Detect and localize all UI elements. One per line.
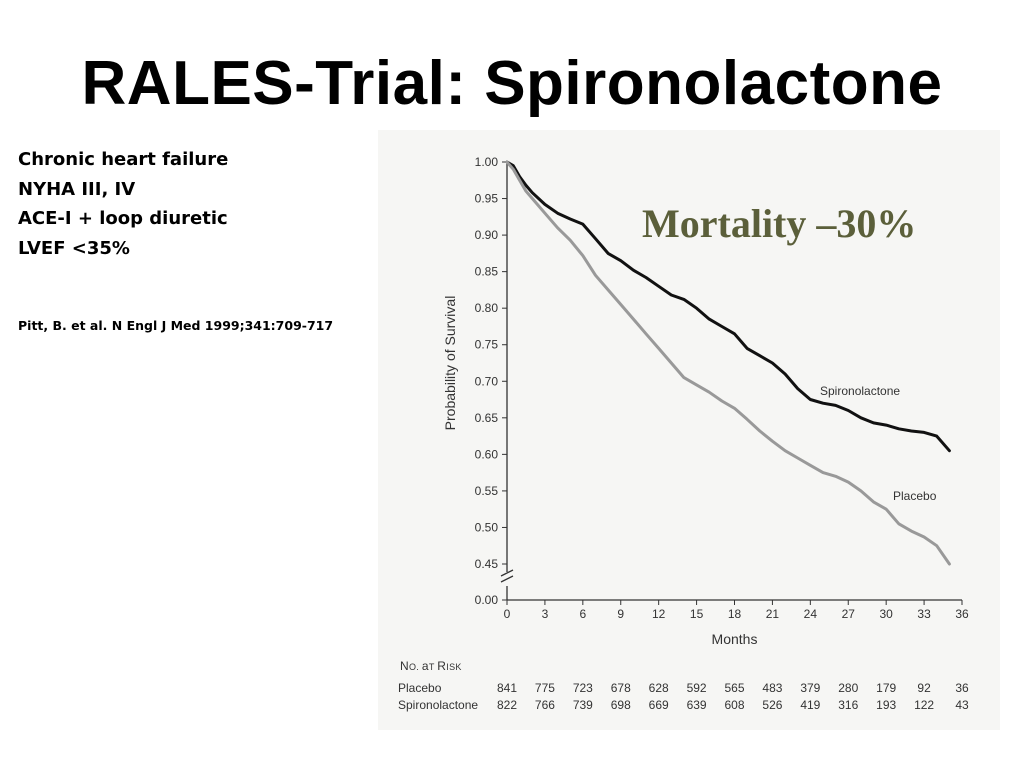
x-tick-label: 3 — [542, 607, 549, 621]
y-tick-label: 0.80 — [475, 301, 499, 315]
x-tick-label: 15 — [690, 607, 704, 621]
y-axis-label: Probability of Survival — [442, 296, 458, 431]
at-risk-value: 639 — [687, 698, 707, 712]
series-label-spironolactone: Spironolactone — [820, 384, 900, 398]
y-tick-label: 0.95 — [475, 192, 499, 206]
x-tick-label: 27 — [842, 607, 856, 621]
series-label-placebo: Placebo — [893, 489, 937, 503]
at-risk-value: 43 — [955, 698, 969, 712]
survival-chart: 1.00 0.95 0.90 0.85 0.80 0.75 0.70 0.65 0.60 0.55… — [398, 155, 969, 712]
at-risk-value: 841 — [497, 681, 517, 695]
x-tick-label: 24 — [804, 607, 818, 621]
x-tick-label: 6 — [579, 607, 586, 621]
y-tick-label: 0.65 — [475, 411, 499, 425]
at-risk-row-label: Placebo — [398, 681, 442, 695]
x-tick-label: 9 — [617, 607, 624, 621]
axis-break-mark — [500, 569, 514, 577]
x-tick-label: 33 — [917, 607, 931, 621]
at-risk-value: 280 — [838, 681, 858, 695]
at-risk-value: 592 — [687, 681, 707, 695]
x-axis-label: Months — [712, 631, 758, 647]
series-line-spironolactone — [505, 160, 951, 453]
criteria-item: NYHA III, IV — [18, 178, 136, 200]
y-tick-label: 0.00 — [475, 593, 499, 607]
at-risk-value: 316 — [838, 698, 858, 712]
y-tick-label: 0.50 — [475, 520, 499, 534]
at-risk-value: 565 — [724, 681, 744, 695]
at-risk-value: 92 — [917, 681, 931, 695]
y-tick-label: 0.60 — [475, 447, 499, 461]
at-risk-value: 379 — [800, 681, 820, 695]
at-risk-value: 419 — [800, 698, 820, 712]
y-tick-label: 0.85 — [475, 265, 499, 279]
y-tick-label: 0.45 — [475, 557, 499, 571]
at-risk-header: NO. aT RISK — [400, 659, 462, 673]
inclusion-criteria-list: Chronic heart failure NYHA III, IV ACE-I… — [18, 145, 228, 263]
y-tick-label: 0.55 — [475, 484, 499, 498]
at-risk-value: 678 — [611, 681, 631, 695]
y-tick-label: 0.70 — [475, 374, 499, 388]
criteria-item: ACE-I + loop diuretic — [18, 208, 228, 229]
x-tick-label: 18 — [728, 607, 742, 621]
x-tick-label: 21 — [766, 607, 780, 621]
at-risk-row-label: Spironolactone — [398, 698, 478, 712]
x-tick-label: 0 — [504, 607, 511, 621]
mortality-annotation: Mortality –30% — [642, 201, 916, 246]
at-risk-value: 483 — [762, 681, 782, 695]
at-risk-value: 698 — [611, 698, 631, 712]
at-risk-value: 193 — [876, 698, 896, 712]
citation: Pitt, B. et al. N Engl J Med 1999;341:70… — [18, 318, 334, 333]
at-risk-value: 526 — [762, 698, 782, 712]
at-risk-value: 122 — [914, 698, 934, 712]
at-risk-value: 36 — [955, 681, 969, 695]
at-risk-value: 628 — [649, 681, 669, 695]
at-risk-value: 179 — [876, 681, 896, 695]
at-risk-value: 775 — [535, 681, 555, 695]
figure-panel: 1.00 0.95 0.90 0.85 0.80 0.75 0.70 0.65 0.60 0.55… — [378, 130, 1000, 730]
at-risk-value: 739 — [573, 698, 593, 712]
series-line-placebo — [505, 160, 951, 566]
criteria-item: Chronic heart failure — [18, 149, 229, 170]
at-risk-value: 723 — [573, 681, 593, 695]
axis-break-mark — [500, 575, 514, 583]
x-tick-label: 12 — [652, 607, 666, 621]
at-risk-value: 608 — [724, 698, 744, 712]
at-risk-value: 766 — [535, 698, 555, 712]
x-tick-label: 36 — [955, 607, 969, 621]
x-tick-label: 30 — [879, 607, 893, 621]
at-risk-value: 822 — [497, 698, 517, 712]
y-tick-label: 1.00 — [475, 155, 499, 169]
y-tick-label: 0.75 — [475, 338, 499, 352]
at-risk-value: 669 — [649, 698, 669, 712]
criteria-item: LVEF <35% — [18, 237, 130, 259]
slide-title: RALES-Trial: Spironolactone — [81, 49, 943, 118]
y-tick-label: 0.90 — [475, 228, 499, 242]
